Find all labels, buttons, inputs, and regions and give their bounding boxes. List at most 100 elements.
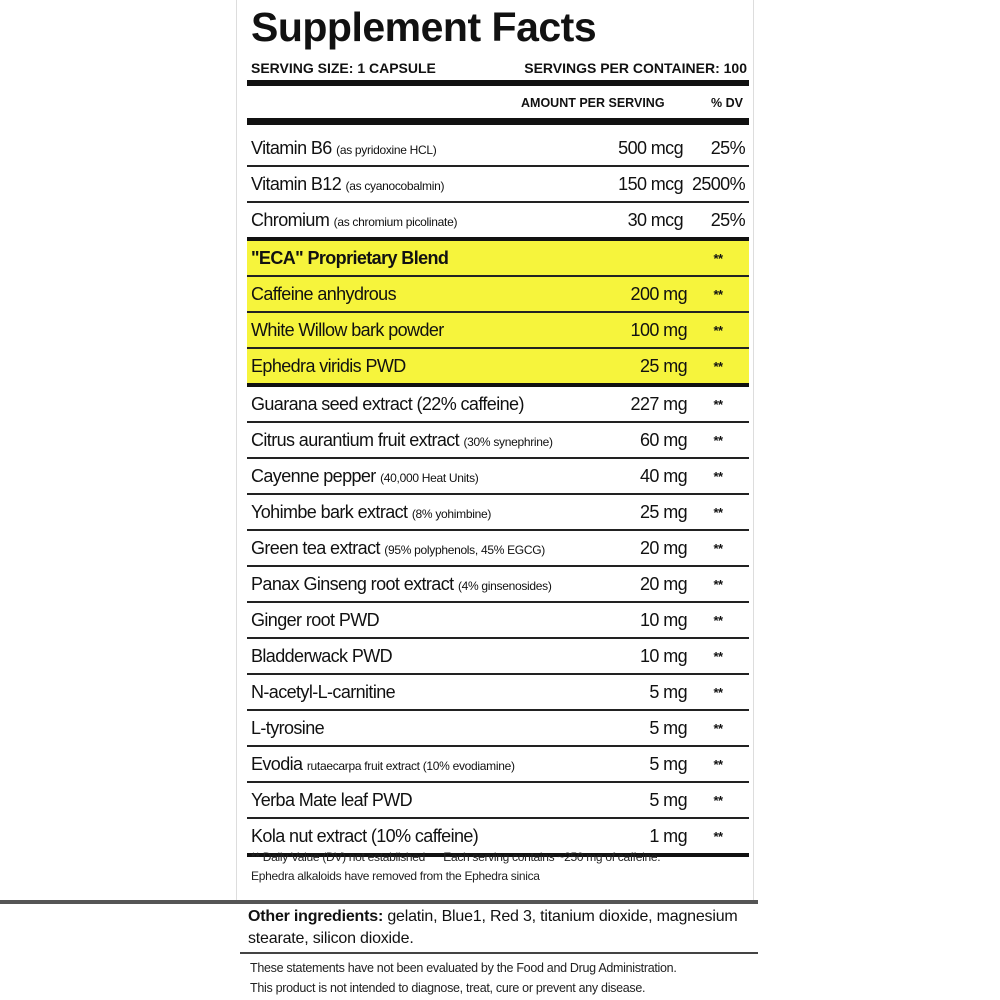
nutrient-name: Bladderwack PWD <box>247 646 567 667</box>
nutrient-name: N-acetyl-L-carnitine <box>247 682 567 703</box>
nutrient-dv: ** <box>713 684 724 700</box>
disclaimer-line: This product is not intended to diagnose… <box>250 981 646 995</box>
nutrient-name: Chromium (as chromium picolinate) <box>247 210 563 231</box>
nutrient-amount: 5 mg <box>649 681 687 702</box>
nutrient-label: Vitamin B6 <box>251 137 332 158</box>
nutrient-label: Citrus aurantium fruit extract <box>251 429 460 450</box>
nutrient-label: Vitamin B12 <box>251 173 342 194</box>
nutrient-dv: ** <box>713 576 724 592</box>
supplement-facts-panel: Supplement Facts SERVING SIZE: 1 CAPSULE… <box>236 0 754 900</box>
nutrient-table: Vitamin B6 (as pyridoxine HCL) 500 mcg 25%… <box>247 131 749 857</box>
nutrient-row: Bladderwack PWD 10 mg ** <box>247 639 749 675</box>
nutrient-row: Caffeine anhydrous 200 mg ** <box>247 277 749 313</box>
nutrient-name: Guarana seed extract (22% caffeine) <box>247 394 567 415</box>
nutrient-row: Kola nut extract (10% caffeine) 1 mg ** <box>247 819 749 857</box>
nutrient-dv: ** <box>713 286 724 302</box>
footnote: Ephedra alkaloids have removed from the … <box>251 869 540 883</box>
nutrient-note: (8% yohimbine) <box>411 506 492 521</box>
nutrient-amount: 20 mg <box>639 537 688 558</box>
nutrient-row: Citrus aurantium fruit extract (30% syne… <box>247 423 749 459</box>
nutrient-name: Yerba Mate leaf PWD <box>247 790 567 811</box>
nutrient-amount: 30 mcg <box>627 209 684 230</box>
nutrient-note: (as cyanocobalmin) <box>345 178 445 193</box>
serving-size: SERVING SIZE: 1 CAPSULE <box>251 60 436 76</box>
nutrient-dv: ** <box>713 648 724 664</box>
nutrient-name: Kola nut extract (10% caffeine) <box>247 826 567 847</box>
nutrient-dv: ** <box>713 756 724 772</box>
nutrient-row: Panax Ginseng root extract (4% ginsenosi… <box>247 567 749 603</box>
nutrient-amount: 5 mg <box>649 717 687 738</box>
nutrient-label: "ECA" Proprietary Blend <box>251 247 449 268</box>
nutrient-row: Ginger root PWD 10 mg ** <box>247 603 749 639</box>
nutrient-dv: ** <box>713 468 724 484</box>
nutrient-dv: ** <box>713 322 724 338</box>
divider <box>0 900 758 904</box>
nutrient-label: Panax Ginseng root extract <box>251 573 454 594</box>
nutrient-row: Yerba Mate leaf PWD 5 mg ** <box>247 783 749 819</box>
nutrient-amount: 25 mg <box>639 355 688 376</box>
disclaimer-line: These statements have not been evaluated… <box>250 961 677 975</box>
nutrient-note: (as chromium picolinate) <box>333 214 458 229</box>
nutrient-amount: 5 mg <box>649 753 687 774</box>
nutrient-label: Evodia <box>251 753 303 774</box>
nutrient-row: Guarana seed extract (22% caffeine) 227 … <box>247 387 749 423</box>
nutrient-label: Ephedra viridis PWD <box>251 355 406 376</box>
nutrient-amount: 100 mg <box>630 319 688 340</box>
nutrient-row: N-acetyl-L-carnitine 5 mg ** <box>247 675 749 711</box>
nutrient-amount: 150 mcg <box>618 173 683 194</box>
nutrient-note: (40,000 Heat Units) <box>380 470 479 485</box>
nutrient-dv: ** <box>713 504 724 520</box>
nutrient-amount: 227 mg <box>630 393 688 414</box>
other-ingredients-label: Other ingredients: <box>248 908 384 925</box>
nutrient-label: N-acetyl-L-carnitine <box>251 681 396 702</box>
nutrient-name: Ginger root PWD <box>247 610 567 631</box>
nutrient-amount: 20 mg <box>639 573 688 594</box>
nutrient-name: Panax Ginseng root extract (4% ginsenosi… <box>247 574 567 595</box>
nutrient-name: Cayenne pepper (40,000 Heat Units) <box>247 466 567 487</box>
nutrient-label: Green tea extract <box>251 537 380 558</box>
divider <box>240 952 758 954</box>
nutrient-amount: 40 mg <box>639 465 688 486</box>
nutrient-row: White Willow bark powder 100 mg ** <box>247 313 749 349</box>
nutrient-row: Cayenne pepper (40,000 Heat Units) 40 mg *… <box>247 459 749 495</box>
nutrient-row: Ephedra viridis PWD 25 mg ** <box>247 349 749 387</box>
nutrient-amount: 1 mg <box>649 825 687 846</box>
nutrient-row: Green tea extract (95% polyphenols, 45% … <box>247 531 749 567</box>
nutrient-name: Ephedra viridis PWD <box>247 356 567 377</box>
fda-disclaimer: These statements have not been evaluated… <box>250 958 677 998</box>
footnote: ** Daily Value (DV) not established Each… <box>251 850 661 864</box>
footnotes: ** Daily Value (DV) not established Each… <box>251 848 661 886</box>
dv-header: % DV <box>711 96 743 110</box>
nutrient-note: (95% polyphenols, 45% EGCG) <box>384 542 545 557</box>
nutrient-amount: 10 mg <box>639 645 688 666</box>
nutrient-note: (as pyridoxine HCL) <box>336 142 437 157</box>
nutrient-label: Kola nut extract (10% caffeine) <box>251 825 479 846</box>
nutrient-note: (30% synephrine) <box>463 434 553 449</box>
nutrient-amount: 5 mg <box>649 789 687 810</box>
nutrient-name: Vitamin B6 (as pyridoxine HCL) <box>247 138 563 159</box>
amount-header: AMOUNT PER SERVING <box>521 96 665 110</box>
nutrient-label: L-tyrosine <box>251 717 325 738</box>
nutrient-dv: ** <box>713 720 724 736</box>
nutrient-dv: ** <box>713 612 724 628</box>
other-ingredients: Other ingredients: gelatin, Blue1, Red 3… <box>248 906 778 950</box>
nutrient-amount: 10 mg <box>639 609 688 630</box>
nutrient-label: Bladderwack PWD <box>251 645 393 666</box>
nutrient-name: Vitamin B12 (as cyanocobalmin) <box>247 174 563 195</box>
nutrient-dv: 2500% <box>691 173 746 194</box>
nutrient-dv: ** <box>713 828 724 844</box>
nutrient-row: Vitamin B6 (as pyridoxine HCL) 500 mcg 25% <box>247 131 749 167</box>
nutrient-name: Citrus aurantium fruit extract (30% syne… <box>247 430 567 451</box>
nutrient-label: White Willow bark powder <box>251 319 444 340</box>
nutrient-note: (4% ginsenosides) <box>457 578 552 593</box>
nutrient-name: "ECA" Proprietary Blend <box>247 248 567 269</box>
nutrient-amount: 60 mg <box>639 429 688 450</box>
nutrient-name: Caffeine anhydrous <box>247 284 567 305</box>
divider <box>247 118 749 125</box>
nutrient-name: White Willow bark powder <box>247 320 567 341</box>
nutrient-name: Evodia rutaecarpa fruit extract (10% evo… <box>247 754 567 775</box>
nutrient-amount: 25 mg <box>639 501 688 522</box>
nutrient-amount: 500 mcg <box>618 137 683 158</box>
nutrient-dv: ** <box>713 396 724 412</box>
nutrient-dv: ** <box>713 540 724 556</box>
